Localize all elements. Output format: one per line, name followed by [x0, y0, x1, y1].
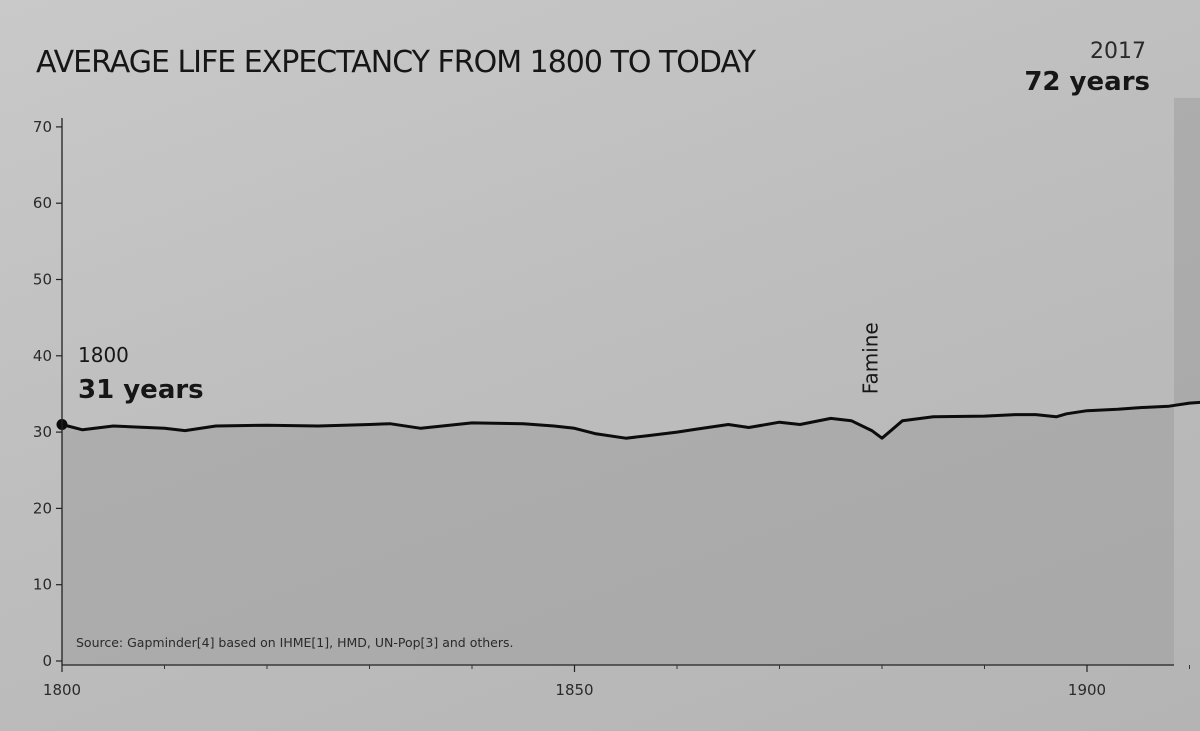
- chart-title: AVERAGE LIFE EXPECTANCY FROM 1800 TO TOD…: [36, 45, 757, 80]
- axes-layer: 01020304050607018001850190019502000: [33, 118, 1190, 699]
- x-tick-label-1800: 1800: [43, 681, 81, 699]
- y-tick-label-50: 50: [33, 271, 52, 289]
- start-value-label: 31 years: [78, 375, 204, 405]
- y-tick-label-20: 20: [33, 499, 52, 517]
- source-note: Source: Gapminder[4] based on IHME[1], H…: [76, 635, 513, 650]
- end-year-label: 2017: [1090, 39, 1146, 64]
- x-tick-label-1850: 1850: [555, 681, 593, 699]
- area-layer: [56, 97, 1200, 665]
- y-tick-label-70: 70: [33, 118, 52, 136]
- end-value-label: 72 years: [1024, 67, 1150, 97]
- start-year-label: 1800: [78, 343, 129, 367]
- y-tick-label-60: 60: [33, 194, 52, 212]
- annotation-layer: FamineSpanish fluWorld War II: [859, 322, 883, 394]
- y-tick-label-10: 10: [33, 576, 52, 594]
- y-tick-label-0: 0: [42, 652, 52, 670]
- x-tick-label-1900: 1900: [1068, 681, 1106, 699]
- y-tick-label-40: 40: [33, 347, 52, 365]
- y-tick-label-30: 30: [33, 423, 52, 441]
- annotation-famine: Famine: [859, 322, 883, 394]
- area-fill: [62, 97, 1200, 665]
- series-line: [61, 400, 1200, 440]
